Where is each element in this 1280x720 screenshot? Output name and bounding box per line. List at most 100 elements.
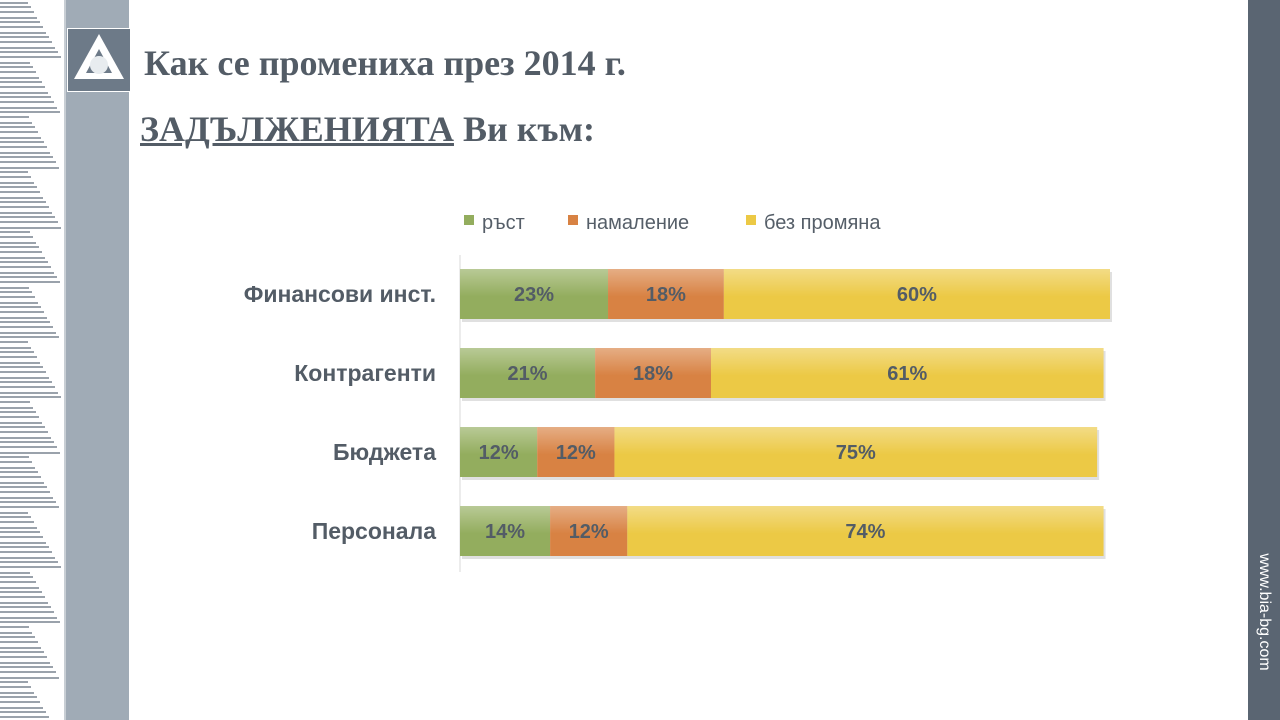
category-label: Финансови инст. [244,281,436,307]
left-band [66,0,129,720]
decorative-line [0,501,56,503]
bar-highlight [460,348,596,398]
decorative-line [0,306,41,308]
decorative-line [0,536,43,538]
decorative-line [0,452,60,454]
decorative-line [0,141,44,143]
decorative-line [0,107,57,109]
decorative-line [0,242,36,244]
decorative-line [0,111,60,113]
decorative-line [0,371,46,373]
bar-highlight [723,269,1110,319]
decorative-line [0,362,40,364]
decorative-line [0,321,50,323]
subtitle-rest: Ви към: [453,109,595,149]
decorative-line [0,531,40,533]
decorative-line [0,566,61,568]
decorative-line [0,401,30,403]
decorative-line [0,561,58,563]
decorative-line [0,341,28,343]
decorative-line [0,2,28,4]
decorative-line [0,272,54,274]
decorative-line [0,426,45,428]
decorative-line [0,422,42,424]
decorative-line [0,336,59,338]
decorative-line [0,527,37,529]
decorative-line [0,236,33,238]
data-label: 14% [485,521,525,543]
legend-swatch-1 [568,215,578,225]
decorative-line [0,347,31,349]
decorative-line [0,156,53,158]
decorative-lines-strip [0,0,66,720]
decorative-line [0,386,55,388]
decorative-line [0,581,36,583]
decorative-line [0,491,50,493]
decorative-line [0,176,31,178]
decorative-line [0,381,52,383]
decorative-line [0,326,53,328]
bar-highlight [710,348,1104,398]
decorative-line [0,596,45,598]
decorative-line [0,701,40,703]
decorative-line [0,126,35,128]
decorative-line [0,81,42,83]
data-label: 21% [508,363,548,385]
decorative-line [0,6,31,8]
decorative-line [0,71,36,73]
data-label: 61% [887,363,927,385]
decorative-line [0,66,33,68]
decorative-line [0,482,44,484]
decorative-line [0,92,48,94]
decorative-line [0,21,40,23]
left-separator [64,0,66,720]
decorative-line [0,461,32,463]
decorative-line [0,506,59,508]
decorative-line [0,416,39,418]
decorative-line [0,696,37,698]
decorative-line [0,351,34,353]
decorative-line [0,276,57,278]
bar-highlight [614,427,1098,477]
decorative-line [0,551,52,553]
decorative-line [0,546,49,548]
decorative-line [0,227,61,229]
bar-highlight [595,348,711,398]
slide-title: Как се промениха през 2014 г. [144,43,626,83]
decorative-line [0,51,58,53]
slide-subtitle: ЗАДЪЛЖЕНИЯТА Ви към: [140,108,595,150]
decorative-line [0,437,51,439]
decorative-line [0,137,41,139]
decorative-line [0,36,49,38]
decorative-line [0,47,55,49]
decorative-line [0,407,33,409]
legend-label-0: ръст [482,212,525,234]
decorative-line [0,167,59,169]
bar-highlight [608,269,724,319]
decorative-line [0,287,29,289]
decorative-line [0,587,39,589]
decorative-line [0,86,45,88]
decorative-line [0,26,43,28]
decorative-line [0,291,32,293]
decorative-line [0,317,47,319]
decorative-line [0,96,51,98]
decorative-line [0,182,34,184]
decorative-line [0,576,33,578]
decorative-line [0,152,50,154]
decorative-line [0,171,28,173]
decorative-line [0,161,56,163]
decorative-line [0,62,30,64]
category-label: Бюджета [333,439,436,465]
decorative-line [0,41,52,43]
decorative-line [0,656,47,658]
decorative-line [0,377,49,379]
decorative-line [0,467,35,469]
decorative-line [0,677,59,679]
decorative-line [0,122,32,124]
decorative-line [0,392,58,394]
bar-highlight [627,506,1104,556]
decorative-line [0,356,37,358]
decorative-line [0,651,44,653]
